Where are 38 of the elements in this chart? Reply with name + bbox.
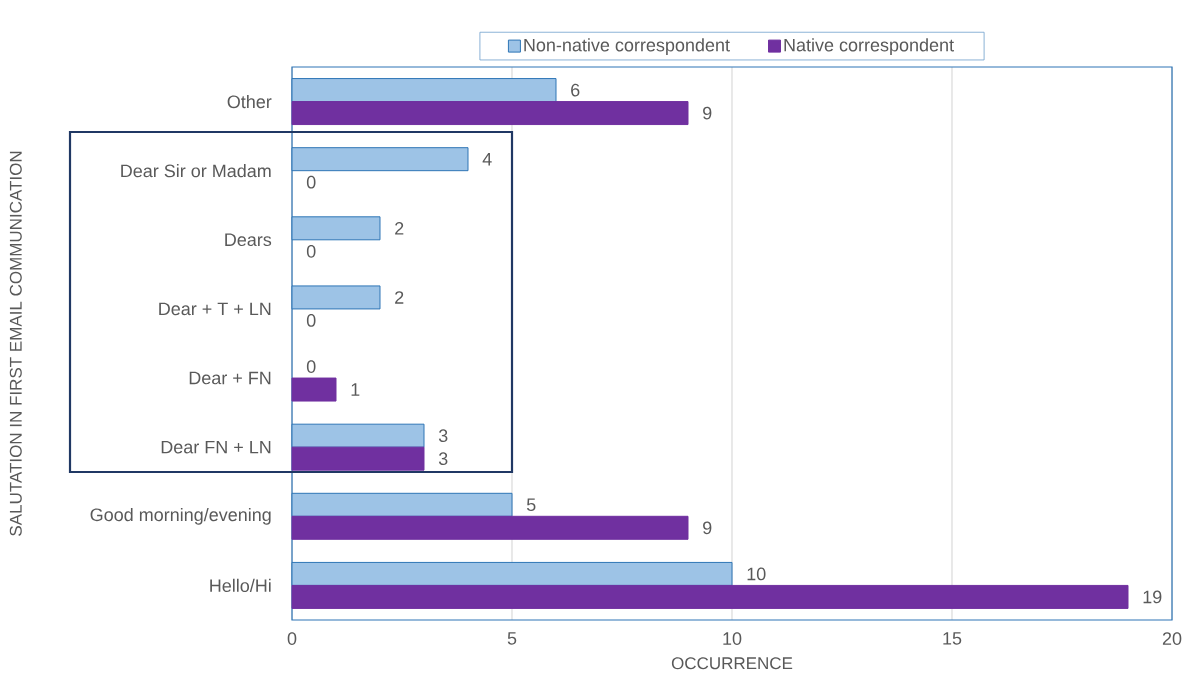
bar	[291, 446, 425, 471]
data-label: 19	[1143, 590, 1162, 604]
data-label: 1	[351, 383, 360, 396]
y-axis-title: SALUTATION IN FIRST EMAIL COMMUNICATION	[9, 151, 22, 536]
bar	[291, 584, 1129, 609]
data-label: 9	[703, 106, 712, 120]
x-tick-label: 15	[943, 632, 962, 645]
data-label: 0	[306, 175, 316, 189]
legend-label: Native correspondent	[784, 38, 954, 56]
data-label: 0	[306, 360, 316, 373]
y-tick-label: Other	[227, 94, 272, 109]
x-tick-label: 0	[287, 632, 297, 645]
y-tick-label: Hello/Hi	[210, 578, 271, 593]
y-tick-label: Dear Sir or Madam	[121, 164, 271, 178]
x-axis-title: OCCURRENCE	[671, 657, 793, 670]
data-label: 5	[526, 498, 536, 512]
bar	[291, 515, 689, 540]
data-label: 6	[571, 83, 580, 97]
x-tick-label: 10	[723, 632, 742, 645]
data-label: 0	[306, 314, 316, 327]
bar	[291, 101, 689, 126]
y-tick-label: Dear FN + LN	[161, 440, 271, 454]
x-tick-label: 20	[1162, 632, 1182, 645]
y-tick-label: Good morning/evening	[90, 507, 271, 525]
y-tick-label: Dears	[225, 233, 272, 247]
y-tick-label: Dear + T + LN	[159, 302, 271, 316]
data-label: 0	[306, 244, 316, 258]
data-label: 3	[438, 429, 448, 443]
data-label: 3	[438, 452, 448, 466]
y-tick-label: Dear + FN	[189, 371, 271, 385]
legend-label: Non-native correspondent	[524, 38, 730, 56]
data-label: 10	[747, 567, 766, 581]
data-label: 4	[482, 152, 492, 166]
data-label: 2	[395, 222, 404, 235]
x-tick-label: 5	[507, 632, 517, 645]
data-label: 9	[703, 521, 712, 535]
bar	[291, 377, 337, 402]
data-label: 2	[395, 291, 404, 304]
